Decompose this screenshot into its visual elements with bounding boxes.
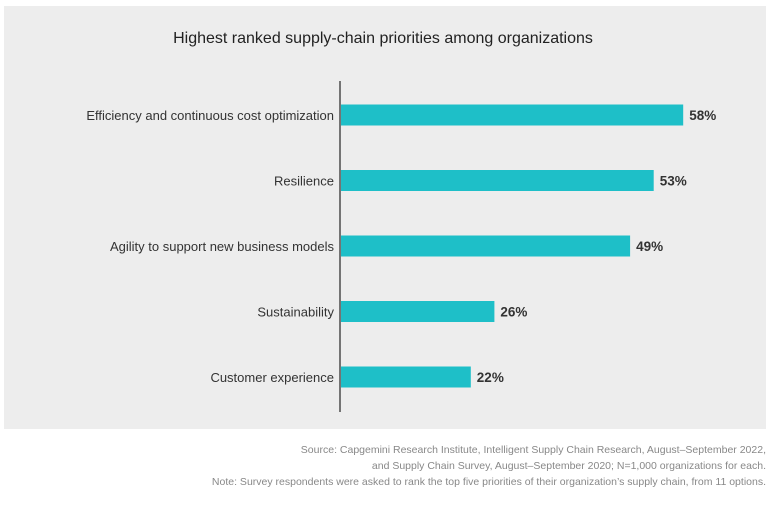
value-label: 26% (500, 305, 527, 320)
value-label: 22% (477, 370, 504, 385)
chart-title: Highest ranked supply-chain priorities a… (173, 30, 593, 47)
category-label: Sustainability (257, 305, 334, 320)
category-label: Agility to support new business models (110, 239, 335, 254)
footnotes: Source: Capgemini Research Institute, In… (66, 442, 766, 490)
survey-note: Note: Survey respondents were asked to r… (211, 476, 766, 488)
category-label: Efficiency and continuous cost optimizat… (86, 108, 334, 123)
source-line-1: Source: Capgemini Research Institute, In… (300, 444, 766, 456)
value-label: 53% (660, 174, 687, 189)
bar (341, 170, 654, 191)
bar (341, 104, 684, 126)
bar-chart: Highest ranked supply-chain priorities a… (86, 30, 716, 412)
category-label: Resilience (274, 174, 334, 189)
chart-panel: Highest ranked supply-chain priorities a… (4, 6, 766, 429)
value-label: 49% (636, 239, 663, 254)
value-label: 58% (689, 108, 716, 123)
source-line-2: and Supply Chain Survey, August–Septembe… (371, 460, 766, 472)
bars-group: Efficiency and continuous cost optimizat… (86, 104, 716, 388)
bar (341, 235, 631, 257)
category-label: Customer experience (210, 370, 334, 385)
bar (341, 366, 471, 388)
bar (341, 301, 495, 322)
